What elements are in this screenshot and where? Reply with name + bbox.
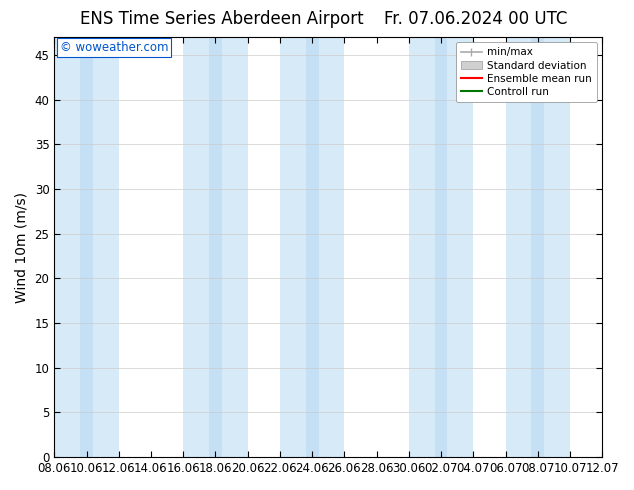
Bar [409,37,473,457]
Text: © woweather.com: © woweather.com [60,41,168,54]
Text: ENS Time Series Aberdeen Airport: ENS Time Series Aberdeen Airport [80,10,364,28]
Text: Fr. 07.06.2024 00 UTC: Fr. 07.06.2024 00 UTC [384,10,567,28]
Bar [280,37,344,457]
Bar [434,37,448,457]
Bar [80,37,93,457]
Bar [531,37,544,457]
Bar [505,37,570,457]
Bar [306,37,318,457]
Bar [209,37,222,457]
Bar [183,37,248,457]
Legend: min/max, Standard deviation, Ensemble mean run, Controll run: min/max, Standard deviation, Ensemble me… [456,42,597,102]
Y-axis label: Wind 10m (m/s): Wind 10m (m/s) [15,192,29,303]
Bar [55,37,119,457]
